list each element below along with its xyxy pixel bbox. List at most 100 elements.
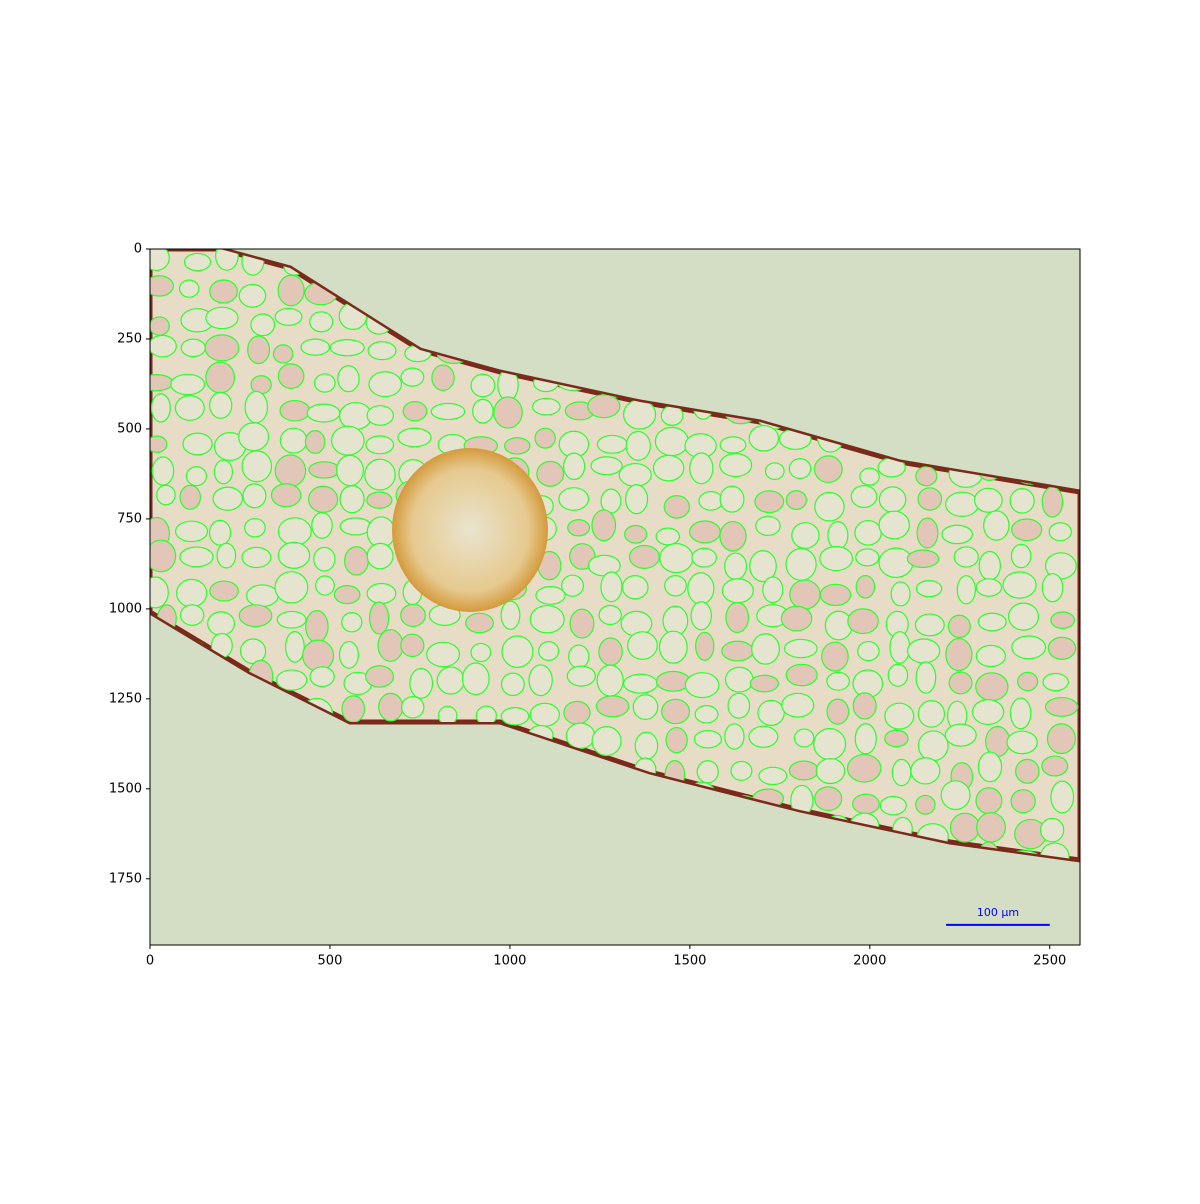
cell-outline (884, 702, 915, 730)
cell-outline (755, 515, 781, 536)
cell-outline (915, 794, 936, 815)
cell-outline (855, 548, 880, 567)
cell-outline (587, 394, 621, 419)
cell-outline (1042, 672, 1069, 692)
cell-outline (634, 731, 659, 760)
cell-outline (493, 396, 523, 429)
cell-outline (625, 430, 651, 461)
cell-outline (150, 275, 175, 297)
cell-outline (344, 546, 369, 576)
cell-outline (691, 547, 718, 568)
cell-outline (535, 586, 566, 605)
cell-outline (889, 631, 911, 664)
cell-outline (536, 460, 565, 487)
cell-outline (275, 669, 308, 691)
cell-outline (906, 638, 941, 664)
cell-outline (238, 283, 267, 308)
cell-outline (884, 729, 909, 748)
cell-outline (1007, 602, 1040, 631)
cell-outline (367, 341, 397, 361)
cell-outline (947, 614, 971, 639)
cell-outline (654, 426, 689, 457)
cell-outline (558, 487, 590, 511)
cell-outline (628, 544, 660, 570)
cell-outline (284, 631, 305, 663)
cell-outline (975, 672, 1009, 702)
cell-outline (826, 698, 850, 725)
cell-outline (758, 766, 788, 786)
cell-outline (150, 539, 177, 573)
cell-outline (400, 696, 425, 719)
cell-outline (789, 579, 821, 610)
cell-outline (563, 700, 591, 725)
cell-outline (949, 812, 981, 843)
cell-outline (748, 424, 780, 452)
cell-outline (948, 671, 973, 695)
cell-outline (1046, 723, 1076, 755)
cell-outline (652, 454, 685, 482)
cell-outline (1048, 522, 1072, 542)
cell-outline (719, 485, 745, 513)
cell-outline (590, 456, 623, 476)
cell-outline (621, 575, 649, 600)
cell-outline (764, 462, 785, 481)
cell-outline (819, 583, 852, 607)
cell-outline (244, 390, 269, 424)
cell-outline (757, 699, 785, 726)
cell-outline (598, 637, 623, 667)
x-tick-label: 1000 (493, 954, 526, 969)
cell-outline (209, 279, 238, 304)
cell-outline (813, 455, 843, 484)
cell-outline (596, 434, 628, 454)
cell-outline (277, 274, 305, 307)
cell-outline (600, 571, 623, 603)
cell-outline (309, 311, 334, 333)
cell-outline (279, 427, 308, 454)
cell-outline (906, 549, 940, 569)
cell-outline (977, 751, 1003, 783)
cell-outline (402, 400, 428, 422)
cell-outline (754, 490, 785, 514)
cell-outline (241, 450, 273, 483)
cell-outline (663, 495, 691, 519)
cell-outline (501, 635, 534, 668)
cell-outline (241, 546, 272, 569)
cell-outline (308, 485, 339, 513)
cell-outline (242, 483, 267, 509)
cell-outline (1047, 636, 1077, 660)
cell-outline (304, 430, 326, 454)
cell-outline (915, 466, 938, 487)
cell-outline (365, 435, 395, 455)
cell-outline (175, 578, 208, 608)
cell-outline (339, 485, 365, 514)
cell-outline (623, 399, 657, 430)
cell-outline (1041, 486, 1064, 518)
cell-outline (724, 723, 745, 750)
cell-outline (852, 793, 880, 815)
cell-outline (781, 692, 815, 718)
cell-outline (209, 391, 233, 419)
cell-outline (534, 427, 556, 449)
cell-outline (500, 672, 525, 697)
cell-outline (311, 511, 333, 539)
cell-outline (953, 546, 979, 568)
cell-outline (971, 698, 1005, 726)
cell-outline (684, 672, 720, 699)
cell-outline (690, 601, 713, 631)
cell-outline (400, 367, 425, 387)
x-tick-label: 2000 (853, 954, 886, 969)
scale-bar-label: 100 μm (977, 906, 1019, 919)
cell-outline (917, 487, 943, 511)
cell-outline (625, 484, 649, 515)
cell-outline (212, 486, 244, 511)
cell-outline (338, 640, 360, 669)
cell-outline (277, 517, 312, 546)
x-tick-label: 1500 (673, 954, 706, 969)
x-tick-label: 500 (318, 954, 343, 969)
cell-outline (632, 694, 659, 720)
cell-outline (180, 338, 206, 358)
cell-outline (814, 786, 843, 812)
cell-outline (730, 760, 753, 781)
cell-outline (788, 457, 812, 480)
cell-outline (890, 581, 911, 607)
